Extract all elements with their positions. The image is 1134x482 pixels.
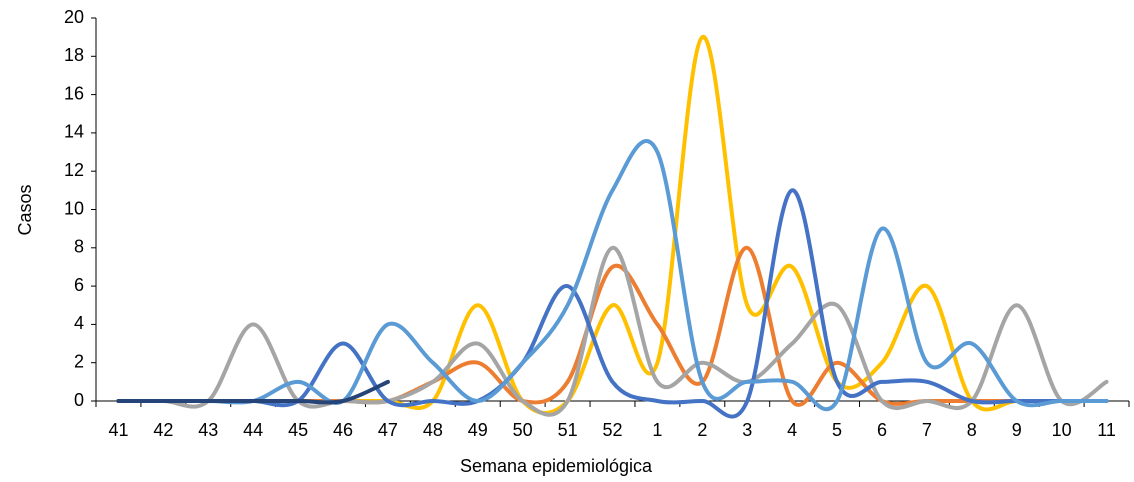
series-line: [116, 139, 1109, 412]
x-tick-label: 44: [243, 420, 263, 440]
x-tick-label: 11: [1097, 420, 1116, 440]
y-tick-label: 10: [64, 198, 84, 218]
y-tick-label: 16: [64, 83, 84, 103]
x-tick-label: 4: [787, 420, 797, 440]
x-tick-label: 6: [877, 420, 887, 440]
x-tick-label: 43: [198, 420, 218, 440]
x-tick-label: 52: [602, 420, 622, 440]
x-tick-label: 3: [742, 420, 752, 440]
x-tick-label: 9: [1012, 420, 1022, 440]
x-tick-label: 50: [513, 420, 533, 440]
series-line: [116, 188, 1109, 419]
x-tick-label: 1: [652, 420, 662, 440]
x-axis-title: Semana epidemiológica: [460, 456, 653, 476]
x-tick-label: 2: [697, 420, 707, 440]
x-tick-label: 42: [153, 420, 173, 440]
y-tick-label: 4: [74, 313, 84, 333]
y-tick-label: 6: [74, 275, 84, 295]
x-tick-label: 8: [967, 420, 977, 440]
y-tick-label: 2: [74, 351, 84, 371]
y-tick-label: 20: [64, 7, 84, 27]
y-tick-label: 18: [64, 45, 84, 65]
y-axis-title: Casos: [15, 184, 35, 235]
y-tick-label: 0: [74, 390, 84, 410]
x-tick-label: 46: [333, 420, 353, 440]
x-tick-label: 47: [378, 420, 398, 440]
x-tick-label: 41: [108, 420, 128, 440]
series-line: [116, 35, 1109, 415]
series-line: [116, 379, 390, 405]
y-tick-label: 14: [64, 122, 84, 142]
y-tick-label: 8: [74, 237, 84, 257]
y-tick-label: 12: [64, 160, 84, 180]
x-tick-label: 7: [922, 420, 932, 440]
x-tick-label: 10: [1052, 420, 1072, 440]
x-tick-label: 51: [558, 420, 578, 440]
x-tick-label: 45: [288, 420, 308, 440]
series-line: [116, 245, 1109, 417]
x-tick-label: 48: [423, 420, 443, 440]
x-tick-label: 5: [832, 420, 842, 440]
x-tick-label: 49: [468, 420, 488, 440]
